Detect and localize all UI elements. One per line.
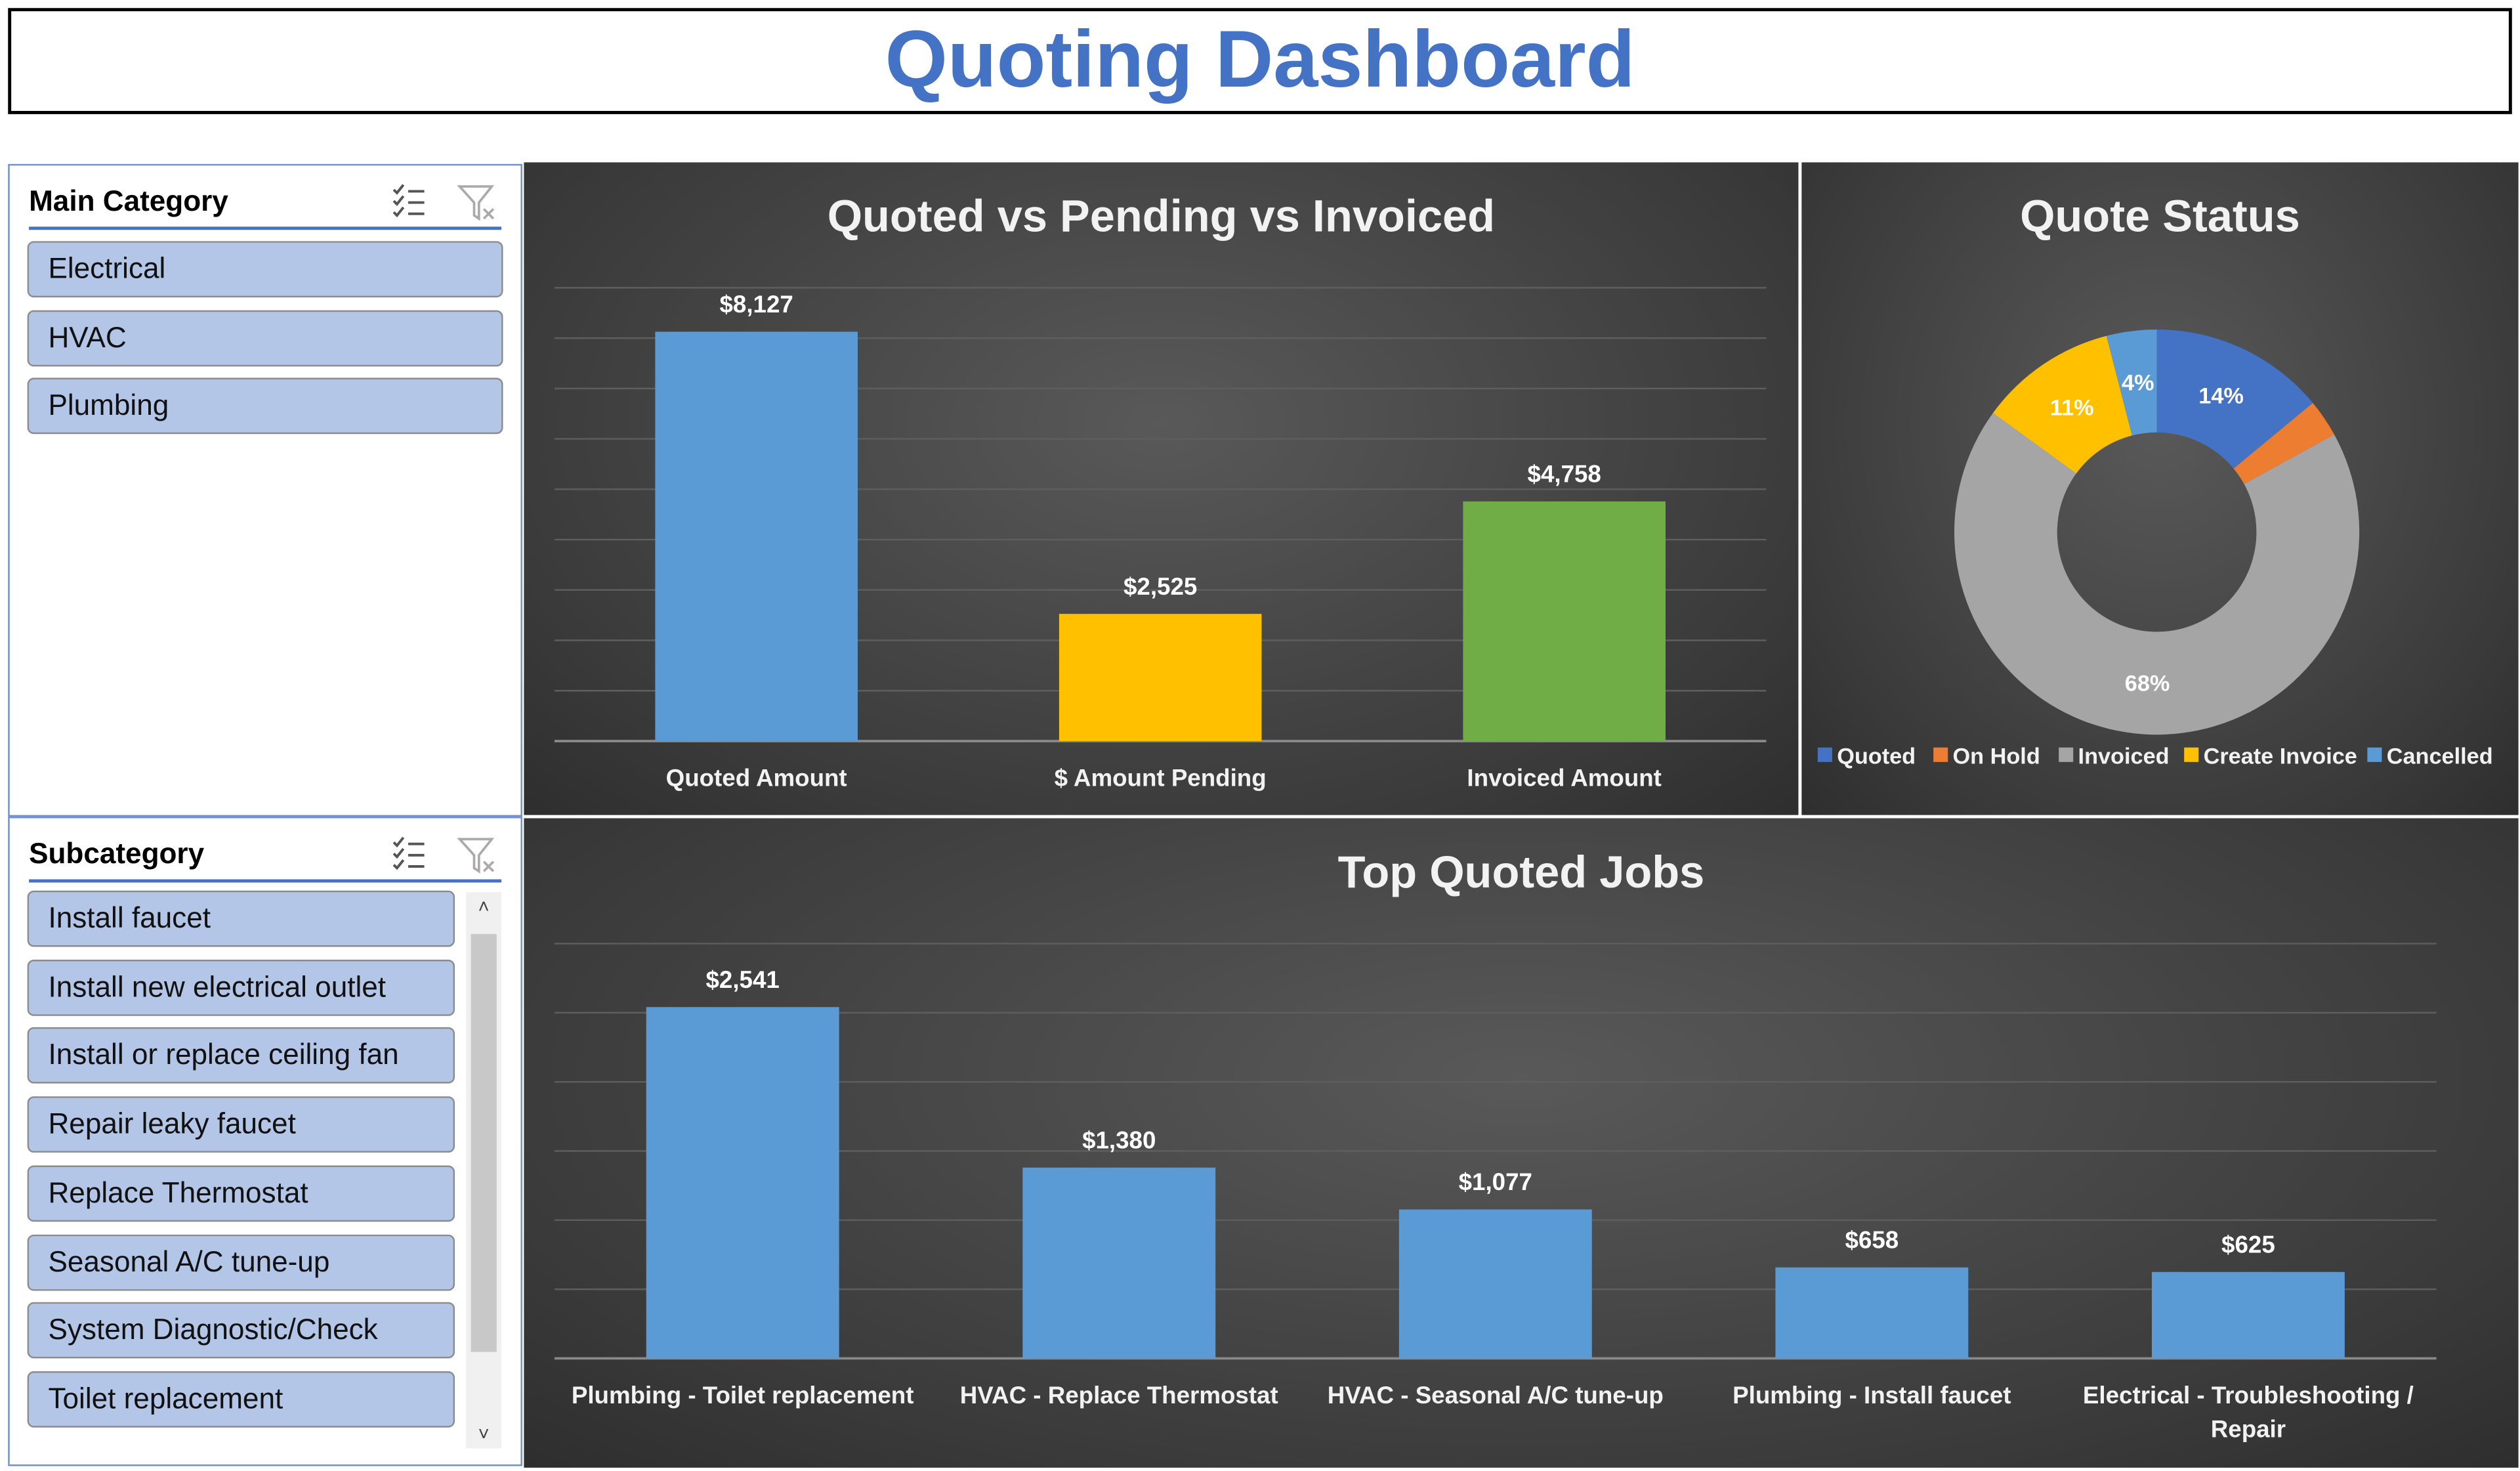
slicer-item[interactable]: Replace Thermostat <box>27 1165 455 1222</box>
slicer-item[interactable]: Install faucet <box>27 890 455 947</box>
legend-label: Invoiced <box>2078 744 2170 769</box>
legend-label: Create Invoice <box>2204 744 2357 769</box>
data-label: $8,127 <box>720 291 793 318</box>
data-label: 4% <box>2122 370 2154 395</box>
donut-slice <box>1992 335 2132 474</box>
legend-swatch <box>2367 747 2382 762</box>
data-label: 11% <box>2050 395 2094 420</box>
data-label: $1,077 <box>1459 1168 1532 1195</box>
scroll-up-button[interactable]: ˄ <box>478 895 490 918</box>
category-label: HVAC - Seasonal A/C tune-up <box>1328 1382 1664 1409</box>
legend-label: Cancelled <box>2387 744 2493 769</box>
donut-slice <box>2233 402 2334 484</box>
bar <box>2151 1271 2345 1359</box>
legend-swatch <box>2059 747 2074 762</box>
slicer-item[interactable]: Toilet replacement <box>27 1371 455 1428</box>
data-label: $4,758 <box>1528 460 1601 487</box>
data-label: 14% <box>2198 384 2244 409</box>
main-category-slicer: Main Category Electrical HVAC Plumbing <box>8 163 522 817</box>
slicer-item[interactable]: System Diagnostic/Check <box>27 1302 455 1359</box>
clear-filter-icon[interactable] <box>457 834 499 876</box>
subcategory-slicer: Subcategory Install faucet Install new el… <box>8 817 522 1466</box>
category-label: Invoiced Amount <box>1467 765 1661 792</box>
data-label: $625 <box>2221 1231 2275 1258</box>
bar <box>1463 501 1666 741</box>
category-label: Plumbing - Toilet replacement <box>572 1382 914 1409</box>
bar <box>655 331 858 741</box>
dashboard-title-box: Quoting Dashboard <box>8 8 2512 114</box>
bar <box>1059 614 1262 741</box>
legend-swatch <box>1817 747 1832 762</box>
data-label: 68% <box>2125 672 2170 696</box>
slicer-title: Main Category <box>29 184 228 217</box>
category-label: Plumbing - Install faucet <box>1732 1382 2011 1409</box>
slicer-item[interactable]: Plumbing <box>27 378 503 435</box>
multi-select-icon[interactable] <box>389 834 431 876</box>
chart-title: Quote Status <box>2020 191 2300 242</box>
legend-label: On Hold <box>1953 744 2040 769</box>
legend-swatch <box>1933 747 1948 762</box>
bar <box>1398 1209 1592 1359</box>
scroll-thumb[interactable] <box>471 933 497 1352</box>
bar <box>1022 1167 1216 1359</box>
slicer-title: Subcategory <box>29 837 205 870</box>
legend-swatch <box>2184 747 2199 762</box>
bar <box>1775 1267 1969 1359</box>
data-label: $2,541 <box>706 966 780 993</box>
category-label: Electrical - Troubleshooting / Repair <box>2083 1382 2414 1442</box>
slicer-item[interactable]: HVAC <box>27 309 503 366</box>
chart-title: Top Quoted Jobs <box>1337 847 1705 897</box>
legend-label: Quoted <box>1837 744 1916 769</box>
data-label: $2,525 <box>1124 573 1197 600</box>
slicer-item[interactable]: Install new electrical outlet <box>27 959 455 1016</box>
bar <box>646 1007 839 1359</box>
top-quoted-jobs-chart: Top Quoted Jobs $2,541 Plumbing - Toilet … <box>524 818 2519 1468</box>
category-label: HVAC - Replace Thermostat <box>960 1382 1278 1409</box>
slicer-item[interactable]: Repair leaky faucet <box>27 1096 455 1153</box>
category-label: Quoted Amount <box>666 765 847 792</box>
donut-slice <box>2106 330 2157 436</box>
multi-select-icon[interactable] <box>389 182 431 224</box>
clear-filter-icon[interactable] <box>457 182 499 224</box>
page-title: Quoting Dashboard <box>885 14 1635 105</box>
data-label: $658 <box>1845 1226 1899 1253</box>
slicer-item[interactable]: Seasonal A/C tune-up <box>27 1233 455 1290</box>
data-label: $1,380 <box>1082 1126 1156 1153</box>
scrollbar[interactable]: ˄ ˅ <box>466 892 502 1449</box>
slicer-item[interactable]: Install or replace ceiling fan <box>27 1027 455 1084</box>
quoted-pending-invoiced-chart: Quoted vs Pending vs Invoiced $8,127 Quot… <box>524 162 1799 815</box>
quote-status-chart: Quote Status 14% 3% 68% 11% 4% Quoted On Hold I… <box>1801 162 2519 815</box>
donut-slice <box>1954 413 2360 735</box>
data-label: 3% <box>2265 435 2298 460</box>
chart-title: Quoted vs Pending vs Invoiced <box>827 191 1496 242</box>
slicer-item[interactable]: Electrical <box>27 241 503 298</box>
scroll-down-button[interactable]: ˅ <box>478 1422 490 1445</box>
donut-slice <box>2156 330 2313 469</box>
category-label: $ Amount Pending <box>1055 765 1267 792</box>
